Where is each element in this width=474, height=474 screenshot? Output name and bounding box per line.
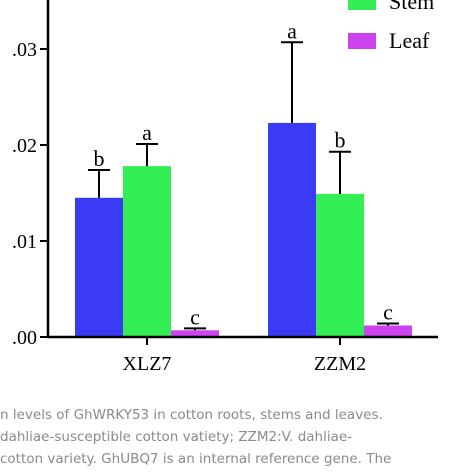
x-tick-label-zzm2: ZZM2 xyxy=(314,353,366,375)
x-tick-label-xlz7: XLZ7 xyxy=(123,353,172,375)
sig-letter-leaf-zzm2: c xyxy=(383,300,393,325)
sig-letter-root-zzm2: a xyxy=(287,18,297,43)
legend-swatch-stem xyxy=(348,0,376,10)
caption-line-2: dahliae-susceptible cotton vatiety; ZZM2… xyxy=(0,429,353,445)
bar-stem-zzm2 xyxy=(316,193,364,337)
sig-letter-leaf-xlz7: c xyxy=(190,304,200,329)
y-tick-label: .00 xyxy=(12,327,37,349)
bar-stem-xlz7 xyxy=(123,166,171,337)
legend-label-stem: Stem xyxy=(389,0,434,14)
sig-letter-root-xlz7: b xyxy=(94,146,105,171)
caption-line-3: cotton variety. GhUBQ7 is an internal re… xyxy=(0,451,392,467)
bar-root-zzm2 xyxy=(268,122,316,337)
y-tick-label: .03 xyxy=(12,39,37,61)
bar-root-xlz7 xyxy=(75,197,123,337)
y-tick-label: .02 xyxy=(12,135,37,157)
bar-leaf-zzm2 xyxy=(364,325,412,337)
caption-line-1: n levels of GhWRKY53 in cotton roots, st… xyxy=(0,407,383,423)
bar-chart: b a a b c c .00 .01 .02 .03 XLZ7 ZZM2 Stem Leaf xyxy=(12,0,438,375)
sig-letter-stem-xlz7: a xyxy=(142,120,152,145)
figure-caption: n levels of GhWRKY53 in cotton roots, st… xyxy=(0,404,474,470)
bar-leaf-xlz7 xyxy=(171,330,219,337)
legend-label-leaf: Leaf xyxy=(389,28,430,53)
sig-letter-stem-zzm2: b xyxy=(335,128,346,153)
legend-swatch-leaf xyxy=(348,33,376,49)
y-tick-label: .01 xyxy=(12,231,37,253)
